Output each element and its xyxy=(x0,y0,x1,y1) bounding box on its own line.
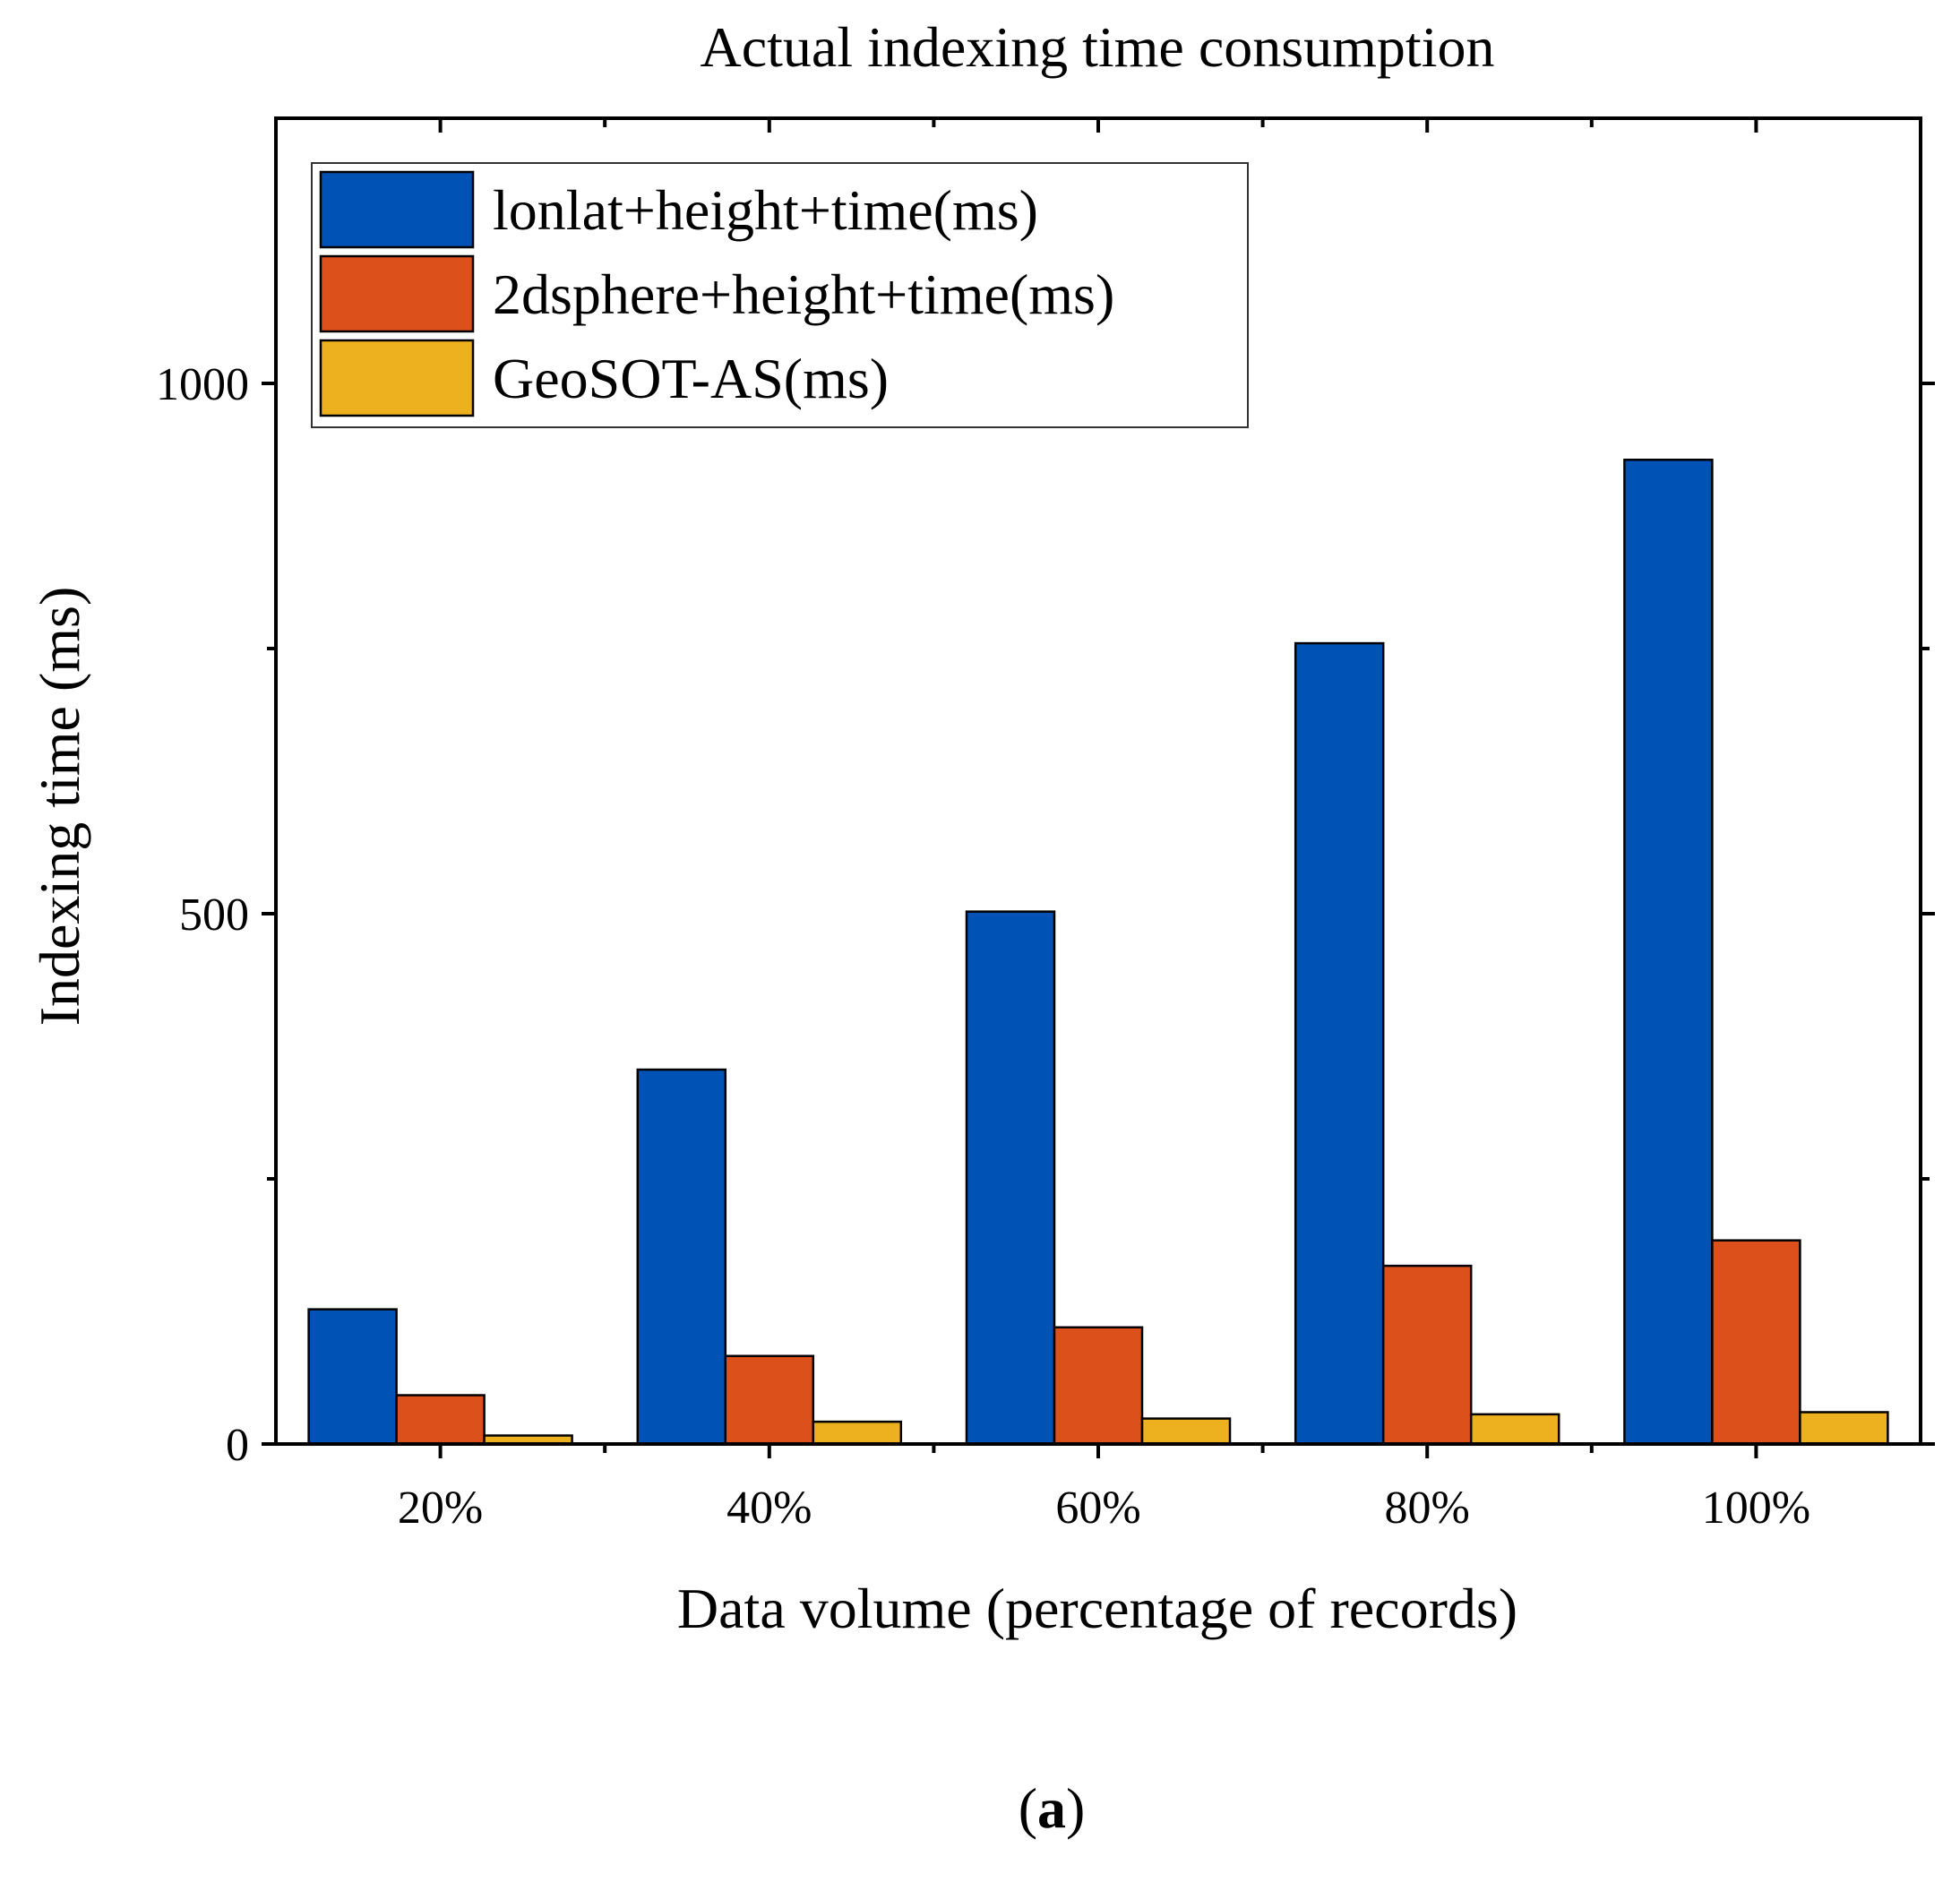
x-tick-label: 100% xyxy=(1702,1483,1810,1534)
legend-label-1: lonlat+height+time(ms) xyxy=(493,178,1038,242)
caption-letter: a xyxy=(1037,1776,1066,1840)
figure-caption: (a) xyxy=(1019,1776,1086,1840)
legend: lonlat+height+time(ms) 2dsphere+height+ti… xyxy=(311,162,1249,428)
caption-close-paren: ) xyxy=(1066,1776,1085,1840)
legend-label-2: 2dsphere+height+time(ms) xyxy=(493,262,1114,326)
y-tick-label: 500 xyxy=(179,890,249,941)
bar-40pct-series-3 xyxy=(812,1420,903,1446)
bar-100pct-series-2 xyxy=(1711,1239,1801,1446)
x-axis-title: Data volume (percentage of records) xyxy=(677,1577,1517,1640)
bar-20pct-series-2 xyxy=(395,1394,486,1446)
legend-swatch-2 xyxy=(319,254,475,333)
bar-80pct-series-1 xyxy=(1294,641,1385,1446)
plot-frame xyxy=(274,116,1922,1446)
ticks-group: 20% 40% 60% 80% 100% 0 500 1000 xyxy=(156,118,1935,1534)
legend-swatch-1 xyxy=(319,170,475,249)
bar-100pct-series-3 xyxy=(1799,1411,1889,1446)
y-axis-title: Indexing time (ms) xyxy=(28,587,91,1027)
bar-100pct-series-1 xyxy=(1623,458,1714,1446)
bar-60pct-series-1 xyxy=(965,910,1056,1446)
bar-40pct-series-2 xyxy=(724,1354,815,1446)
legend-swatch-3 xyxy=(319,339,475,417)
bar-60pct-series-2 xyxy=(1053,1326,1144,1446)
bar-60pct-series-3 xyxy=(1140,1417,1232,1446)
bar-80pct-series-2 xyxy=(1381,1264,1473,1446)
y-tick-label: 1000 xyxy=(156,359,249,410)
x-tick-label: 80% xyxy=(1385,1483,1470,1534)
bar-20pct-series-1 xyxy=(307,1308,398,1446)
x-tick-label: 60% xyxy=(1055,1483,1140,1534)
x-tick-label: 40% xyxy=(726,1483,812,1534)
bar-40pct-series-1 xyxy=(636,1068,727,1446)
bar-80pct-series-3 xyxy=(1469,1413,1560,1446)
legend-label-3: GeoSOT-AS(ms) xyxy=(493,347,889,410)
chart-title: Actual indexing time consumption xyxy=(701,15,1495,79)
y-tick-label: 0 xyxy=(226,1420,249,1471)
bars-group xyxy=(307,458,1889,1446)
caption-open-paren: ( xyxy=(1019,1776,1037,1840)
x-tick-label: 20% xyxy=(398,1483,483,1534)
